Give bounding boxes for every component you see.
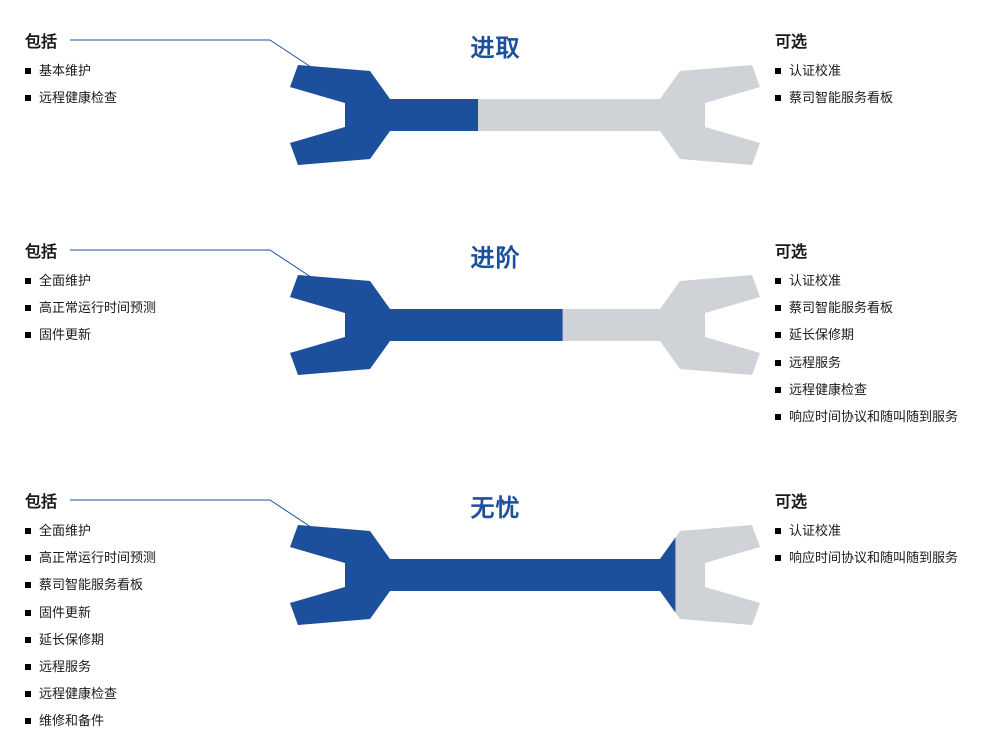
included-item: 维修和备件 <box>25 712 255 730</box>
included-item: 远程健康检查 <box>25 89 255 107</box>
optional-item: 响应时间协议和随叫随到服务 <box>775 408 975 426</box>
included-item: 全面维护 <box>25 272 255 290</box>
optional-item: 认证校准 <box>775 62 975 80</box>
optional-item: 认证校准 <box>775 272 975 290</box>
optional-item: 蔡司智能服务看板 <box>775 299 975 317</box>
included-item: 固件更新 <box>25 326 255 344</box>
included-item: 远程健康检查 <box>25 685 255 703</box>
wrench-icon <box>290 515 760 640</box>
included-item: 固件更新 <box>25 604 255 622</box>
wrench-icon <box>290 55 760 180</box>
included-item: 远程服务 <box>25 658 255 676</box>
tier-0: 包括基本维护远程健康检查可选认证校准蔡司智能服务看板进取 <box>0 0 991 200</box>
optional-item: 认证校准 <box>775 522 975 540</box>
optional-item: 远程服务 <box>775 354 975 372</box>
included-item: 高正常运行时间预测 <box>25 299 255 317</box>
optional-item: 响应时间协议和随叫随到服务 <box>775 549 975 567</box>
tier-2: 包括全面维护高正常运行时间预测蔡司智能服务看板固件更新延长保修期远程服务远程健康… <box>0 460 991 740</box>
included-item: 蔡司智能服务看板 <box>25 576 255 594</box>
included-column: 包括全面维护高正常运行时间预测蔡司智能服务看板固件更新延长保修期远程服务远程健康… <box>25 488 255 740</box>
optional-item: 延长保修期 <box>775 326 975 344</box>
included-item: 全面维护 <box>25 522 255 540</box>
wrench-icon <box>290 265 760 390</box>
included-item: 高正常运行时间预测 <box>25 549 255 567</box>
optional-item: 蔡司智能服务看板 <box>775 89 975 107</box>
optional-item: 远程健康检查 <box>775 381 975 399</box>
included-item: 延长保修期 <box>25 631 255 649</box>
included-item: 基本维护 <box>25 62 255 80</box>
tier-1: 包括全面维护高正常运行时间预测固件更新可选认证校准蔡司智能服务看板延长保修期远程… <box>0 210 991 450</box>
